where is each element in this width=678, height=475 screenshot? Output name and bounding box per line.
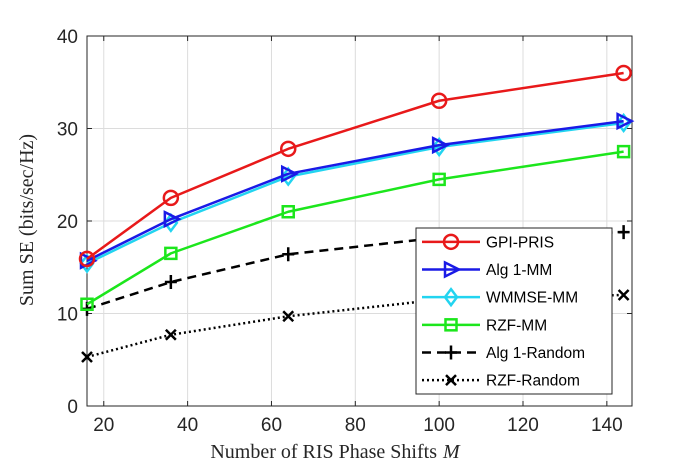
data-point-wmmse-mm <box>79 253 95 274</box>
legend-marker <box>445 345 457 360</box>
legend-entry-alg-1-mm: Alg 1-MM <box>422 260 552 279</box>
data-point-rzf-random <box>164 328 177 341</box>
legend-entry-rzf-random: RZF-Random <box>422 373 580 390</box>
legend-entry-alg-1-random: Alg 1-Random <box>422 345 585 362</box>
legend-marker <box>443 287 459 308</box>
legend-marker <box>442 233 460 251</box>
x-tick-label: 120 <box>507 415 539 436</box>
series-rzf-random <box>81 289 630 363</box>
x-tick-label: 100 <box>423 415 455 436</box>
x-tick-label: 20 <box>93 415 114 436</box>
data-point-rzf-mm <box>80 297 94 311</box>
legend-entry-gpi-pris: GPI-PRIS <box>422 233 554 251</box>
x-tick-label: 80 <box>345 415 366 436</box>
legend-label: Alg 1-MM <box>486 262 552 279</box>
x-axis-label-text: Number of RIS Phase Shifts <box>210 441 437 463</box>
x-tick-label: 140 <box>591 415 623 436</box>
legend-label: WMMSE-MM <box>486 290 578 307</box>
legend-marker <box>444 318 458 332</box>
axes: 20 40 60 80 100 120 140 0 10 20 30 40 <box>57 27 633 436</box>
series-gpi-pris <box>78 64 632 268</box>
y-tick-label: 30 <box>57 120 78 141</box>
x-tick-label: 60 <box>261 415 282 436</box>
legend-box <box>415 227 613 395</box>
x-tick-label: 40 <box>177 415 198 436</box>
data-point-alg-1-random <box>617 225 630 240</box>
data-point-alg-1-mm <box>616 112 635 131</box>
data-point-gpi-pris <box>615 64 632 82</box>
legend-label: Alg 1-Random <box>486 345 585 362</box>
data-point-alg-1-mm <box>280 164 300 183</box>
data-point-rzf-random <box>282 310 295 323</box>
axis-labels: Sum SE (bits/sec/Hz) Number of RIS Phase… <box>16 134 461 463</box>
data-point-alg-1-mm <box>163 210 182 229</box>
series-line-alg-1-mm <box>86 119 624 262</box>
data-point-gpi-pris <box>279 140 297 158</box>
y-axis-label: Sum SE (bits/sec/Hz) <box>16 134 38 306</box>
series-line-gpi-pris <box>86 71 624 260</box>
data-point-alg-1-random <box>282 247 295 262</box>
y-tick-label: 10 <box>57 305 78 326</box>
data-point-alg-1-random <box>164 275 177 290</box>
series-alg-1-mm <box>79 112 635 270</box>
legend: GPI-PRIS Alg 1-MM WMMSE-MM RZF-MM Alg 1-Rand… <box>415 227 613 395</box>
data-point-gpi-pris <box>162 189 180 207</box>
legend-label: RZF-MM <box>486 317 547 334</box>
data-point-gpi-pris <box>430 92 448 109</box>
series-rzf-mm <box>80 144 631 311</box>
y-tick-label: 20 <box>57 212 78 233</box>
data-point-rzf-random <box>617 289 630 301</box>
data-point-gpi-pris <box>78 250 96 268</box>
x-axis-label: Number of RIS Phase Shifts M <box>210 441 461 463</box>
legend-label: RZF-Random <box>486 373 580 390</box>
legend-marker <box>443 260 462 279</box>
data-point-rzf-mm <box>432 172 446 187</box>
legend-entry-rzf-mm: RZF-MM <box>422 317 547 334</box>
data-point-rzf-mm <box>281 205 295 219</box>
data-point-rzf-mm <box>616 144 631 159</box>
y-tick-label: 40 <box>57 27 78 48</box>
legend-marker <box>445 374 457 387</box>
legend-label: GPI-PRIS <box>486 234 554 251</box>
x-axis-label-variable: M <box>442 441 461 463</box>
y-tick-label: 0 <box>67 397 78 418</box>
legend-entry-wmmse-mm: WMMSE-MM <box>422 287 578 308</box>
data-point-rzf-mm <box>164 246 178 261</box>
data-point-rzf-random <box>81 351 93 363</box>
data-point-alg-1-mm <box>431 136 450 155</box>
series-line-rzf-mm <box>86 150 624 306</box>
